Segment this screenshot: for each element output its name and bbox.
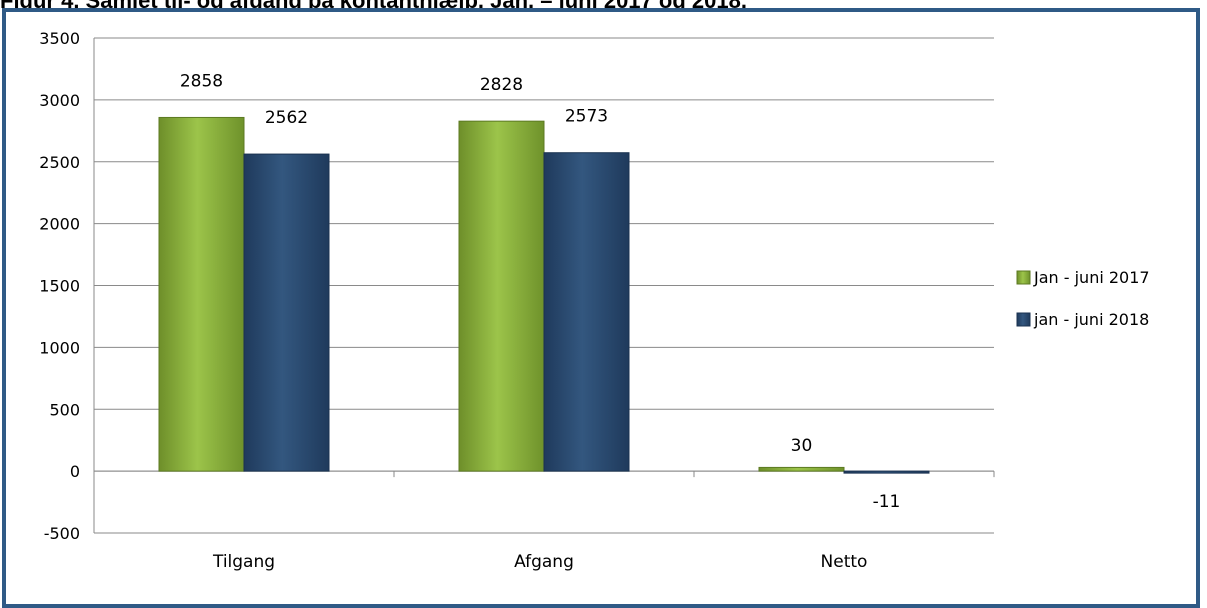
y-tick-label: 2000	[39, 215, 80, 234]
y-tick-label: 2500	[39, 153, 80, 172]
bar-jan-juni-2017-tilgang	[158, 116, 245, 472]
data-label: 2573	[565, 107, 608, 127]
y-tick-label: 0	[70, 462, 80, 481]
data-label: 2858	[180, 71, 223, 91]
y-tick-label: 1500	[39, 277, 80, 296]
bar-jan-juni-2017-afgang	[458, 120, 545, 472]
legend-swatch	[1016, 312, 1031, 327]
y-tick-label: 500	[49, 400, 80, 419]
legend-swatch	[1016, 270, 1031, 285]
y-tick-label: 1000	[39, 338, 80, 357]
data-label: 2828	[480, 75, 523, 95]
category-label: Tilgang	[212, 552, 275, 572]
legend-label: jan - juni 2018	[1033, 310, 1149, 329]
bar-jan-juni-2018-tilgang	[243, 153, 330, 472]
data-label: 30	[791, 436, 813, 456]
bar-jan-juni-2017-netto	[758, 466, 845, 472]
category-label: Afgang	[514, 552, 574, 572]
legend-label: Jan - juni 2017	[1033, 268, 1150, 287]
y-tick-label: 3500	[39, 29, 80, 48]
data-label: -11	[873, 492, 901, 512]
data-label: 2562	[265, 108, 308, 128]
bar-jan-juni-2018-afgang	[543, 152, 630, 472]
category-label: Netto	[821, 552, 868, 572]
y-tick-label: 3000	[39, 91, 80, 110]
bar-jan-juni-2018-netto	[843, 470, 930, 474]
y-tick-label: -500	[44, 524, 80, 543]
bar-chart: 3500 3000 2500 2000 1500 1000 500 0 -500 Tilgang A…	[39, 29, 1150, 572]
